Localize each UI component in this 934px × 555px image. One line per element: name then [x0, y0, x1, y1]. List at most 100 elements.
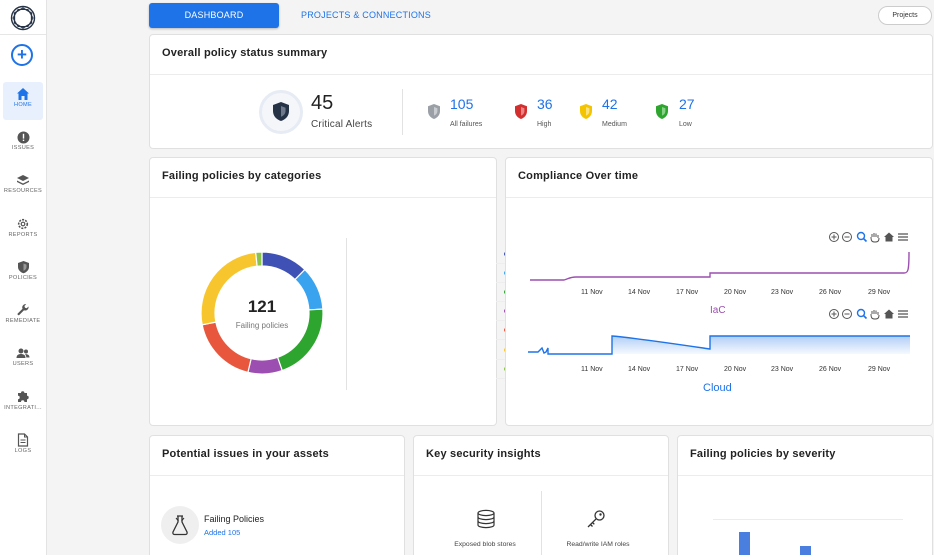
tab-dashboard[interactable]: DASHBOARD — [149, 3, 279, 28]
iac-series-line — [530, 251, 910, 281]
zoom-out-icon[interactable] — [842, 309, 852, 319]
iac-line-chart — [530, 251, 910, 281]
pan-icon[interactable] — [870, 233, 880, 243]
document-icon — [17, 433, 29, 447]
cloud-area-chart — [528, 335, 910, 355]
donut-total-label: Failing policies — [235, 321, 289, 330]
x-tick-label: 17 Nov — [676, 366, 699, 373]
card-divider — [150, 197, 496, 198]
sidebar-item-label: POLICIES — [8, 275, 38, 281]
issue-item-subtitle[interactable]: Added 105 — [204, 528, 241, 537]
all-failures-count[interactable]: 105 — [450, 96, 474, 112]
low-shield-icon — [656, 104, 668, 119]
x-tick-label: 20 Nov — [724, 366, 747, 373]
cloud-series-area — [612, 336, 910, 354]
x-tick-label: 23 Nov — [771, 289, 794, 296]
sidebar-item-label: INTEGRATI... — [4, 405, 42, 411]
x-tick-label: 11 Nov — [581, 366, 603, 373]
alert-icon — [17, 131, 29, 144]
medium-label: Medium — [602, 121, 627, 128]
menu-icon[interactable] — [898, 310, 908, 318]
users-icon — [16, 348, 30, 358]
x-tick-label: 17 Nov — [676, 289, 699, 296]
donut-slice-storage[interactable] — [255, 251, 263, 267]
issue-item-title[interactable]: Failing Policies — [204, 514, 265, 524]
sidebar-item-label: RESOURCES — [3, 188, 43, 194]
sidebar-item-issues[interactable]: ISSUES — [3, 126, 43, 164]
donut-slice-logging[interactable] — [247, 356, 283, 375]
severity-bar — [739, 532, 750, 555]
card-divider — [506, 197, 932, 198]
x-tick-label: 26 Nov — [819, 289, 842, 296]
high-count[interactable]: 36 — [537, 96, 553, 112]
menu-icon[interactable] — [898, 233, 908, 241]
tab-projects-connections[interactable]: PROJECTS & CONNECTIONS — [301, 10, 431, 20]
card-divider — [414, 475, 668, 476]
medium-count[interactable]: 42 — [602, 96, 618, 112]
x-tick-label: 20 Nov — [724, 289, 747, 296]
all-failures-label: All failures — [450, 121, 483, 128]
reset-home-icon[interactable] — [884, 309, 894, 319]
database-icon — [477, 509, 495, 529]
all-failures-shield-icon — [428, 104, 440, 119]
reset-home-icon[interactable] — [884, 232, 894, 242]
iac-chart-toolbar — [829, 231, 908, 243]
iac-series-label: IaC — [710, 305, 726, 316]
insights-divider — [541, 491, 542, 555]
compliance-card: Compliance Over time IaC Cloud 11 Nov 14 … — [505, 157, 933, 426]
projects-button[interactable]: Projects — [878, 6, 932, 25]
critical-shield-icon — [273, 102, 289, 121]
sidebar-item-label: REMEDIATE — [5, 318, 41, 324]
sidebar-item-home[interactable]: HOME — [3, 82, 43, 120]
sidebar-item-users[interactable]: USERS — [3, 342, 43, 380]
card-title: Potential issues in your assets — [162, 448, 329, 460]
cloud-chart-toolbar — [829, 308, 908, 320]
issue-icon-badge — [161, 506, 199, 544]
x-tick-label: 23 Nov — [771, 366, 794, 373]
x-tick-label: 14 Nov — [628, 289, 651, 296]
gear-icon — [17, 218, 29, 230]
critical-label: Critical Alerts — [311, 119, 373, 130]
sidebar-item-reports[interactable]: REPORTS — [3, 212, 43, 250]
sidebar-item-resources[interactable]: RESOURCES — [3, 169, 43, 207]
zoom-in-icon[interactable] — [829, 232, 839, 242]
zoom-out-icon[interactable] — [842, 232, 852, 242]
sidebar-item-policies[interactable]: POLICIES — [3, 255, 43, 293]
layers-icon — [17, 175, 29, 185]
severity-card: Failing policies by severity — [677, 435, 933, 555]
policy-summary-card: Overall policy status summary 45 Critica… — [149, 34, 933, 149]
medium-shield-icon — [580, 104, 592, 119]
x-tick-label: 29 Nov — [868, 366, 891, 373]
x-tick-label: 11 Nov — [581, 289, 603, 296]
card-title: Overall policy status summary — [162, 47, 328, 59]
card-title: Key security insights — [426, 448, 541, 460]
grid-line — [713, 519, 903, 520]
app-logo-icon[interactable] — [10, 5, 36, 31]
zoom-select-icon[interactable] — [856, 308, 868, 320]
puzzle-icon — [18, 391, 29, 402]
categories-donut-chart — [200, 251, 324, 375]
potential-issues-card: Potential issues in your assets Failing … — [149, 435, 405, 555]
summary-divider — [402, 89, 403, 135]
cloud-series-line — [528, 335, 910, 355]
insight-read-write-iam-roles[interactable]: Read/write IAM roles — [566, 541, 630, 548]
key-icon — [587, 510, 605, 528]
cloud-series-label: Cloud — [703, 382, 732, 394]
insight-exposed-blob-stores[interactable]: Exposed blob stores — [454, 541, 516, 548]
x-tick-label: 26 Nov — [819, 366, 842, 373]
sidebar-item-integrations[interactable]: INTEGRATI... — [3, 385, 43, 423]
add-button[interactable]: + — [11, 44, 33, 66]
donut-slice-identity[interactable] — [276, 308, 324, 372]
sidebar-item-remediate[interactable]: REMEDIATE — [3, 298, 43, 336]
low-count[interactable]: 27 — [679, 96, 695, 112]
critical-count: 45 — [311, 92, 334, 114]
card-divider — [150, 475, 404, 476]
zoom-select-icon[interactable] — [856, 231, 868, 243]
zoom-in-icon[interactable] — [829, 309, 839, 319]
card-title: Failing policies by categories — [162, 170, 322, 182]
pan-icon[interactable] — [870, 310, 880, 320]
legend-border-line — [346, 238, 347, 390]
donut-total: 121 — [247, 297, 277, 316]
sidebar-item-logs[interactable]: LOGS — [3, 428, 43, 466]
shield-icon — [17, 261, 29, 274]
